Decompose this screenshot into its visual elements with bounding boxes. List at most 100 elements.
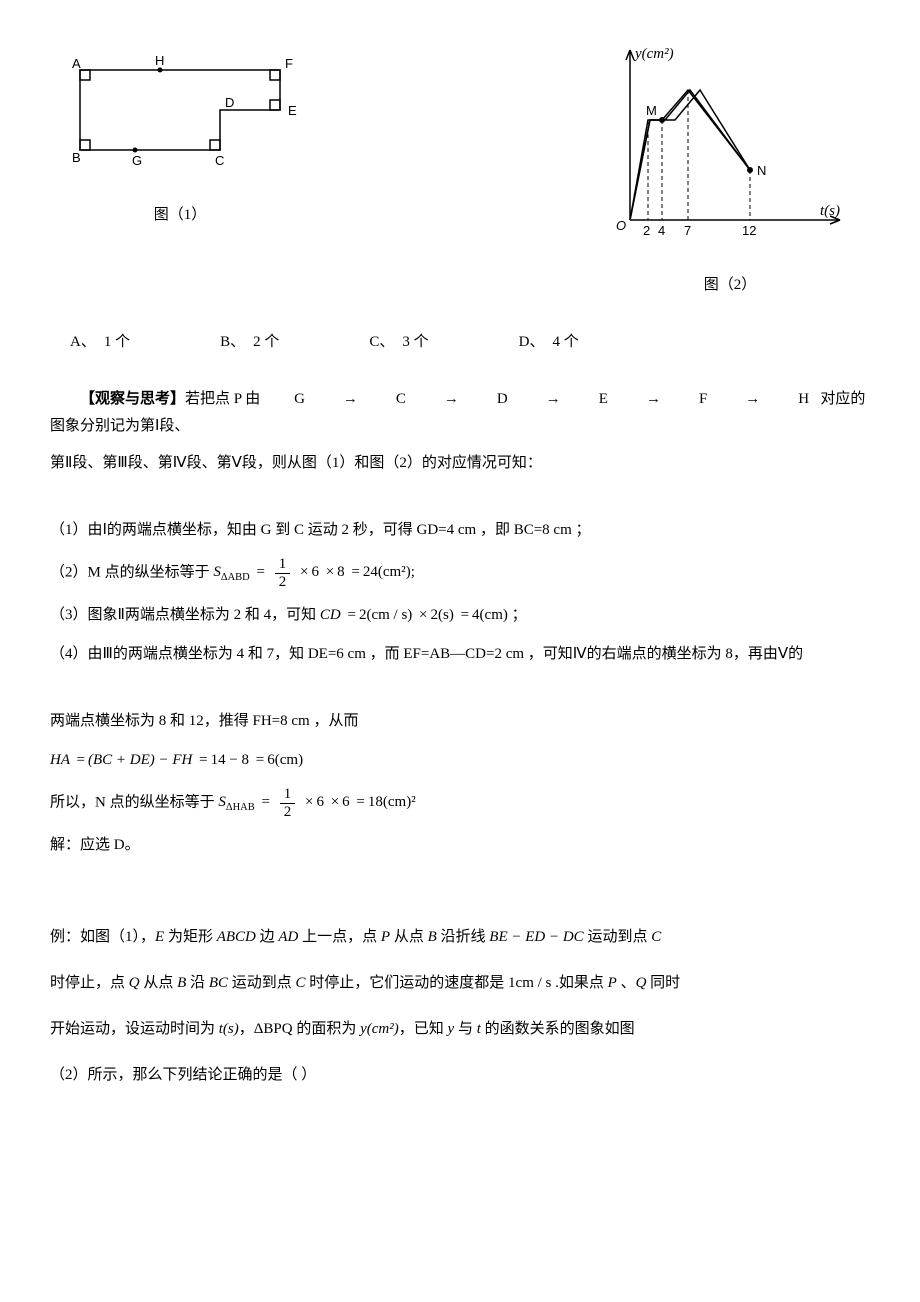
- xtick-12: 12: [742, 223, 756, 238]
- ex-speed: 1cm / s: [508, 975, 551, 991]
- ex2e: 时停止，它们运动的速度都是: [306, 975, 509, 991]
- ex-C2: C: [296, 975, 306, 991]
- option-A-key: A、: [70, 329, 96, 356]
- item3-formula: CD =2(cm / s) ×2(s) =4(cm): [320, 607, 512, 623]
- ex-Q: Q: [129, 975, 140, 991]
- ex3e: 与: [454, 1021, 477, 1037]
- ex3d: ，已知: [399, 1021, 448, 1037]
- options-row: A、 1 个 B、2 个 C、 3 个 D、 4 个: [70, 329, 870, 356]
- conclusion: 所以，N 点的纵坐标等于 SΔHAB = 12 ×6 ×6 =18(cm)²: [50, 786, 870, 820]
- m2: 8: [337, 564, 345, 580]
- label-H: H: [155, 53, 164, 68]
- ex-E: E: [155, 929, 164, 945]
- path-C: C: [366, 386, 406, 413]
- label-N: N: [757, 163, 766, 178]
- intro-line2: 第Ⅱ段、第Ⅲ段、第Ⅳ段、第Ⅴ段，则从图（1）和图（2）的对应情况可知：: [50, 450, 870, 477]
- figure-1-block: A B C D E F G H 图（1）: [50, 40, 310, 299]
- path-H: H: [768, 386, 809, 413]
- ex-BC: BC: [209, 975, 228, 991]
- res: 6(cm): [267, 752, 303, 768]
- arrow-icon: →: [616, 386, 661, 413]
- item2-formula: SΔABD = 12 ×6 ×8 =24(cm²);: [213, 564, 415, 580]
- option-D-text: 4 个: [553, 329, 579, 356]
- ex1g: 运动到点: [584, 929, 652, 945]
- ex2g: 、: [617, 975, 636, 991]
- option-D-key: D、: [519, 329, 545, 356]
- item-3: （3）图象Ⅱ两端点横坐标为 2 和 4，可知 CD =2(cm / s) ×2(…: [50, 602, 870, 629]
- ex-P: P: [381, 929, 390, 945]
- path-G: G: [264, 386, 305, 413]
- cm1: 6: [316, 794, 324, 810]
- CD: CD: [320, 607, 341, 623]
- v1: 2(cm / s): [359, 607, 412, 623]
- m1: 6: [311, 564, 319, 580]
- analysis-intro: 【观察与思考】若把点 P 由 G→ C→ D→ E→ F→ H 对应的图象分别记…: [50, 386, 870, 440]
- xtick-7: 7: [684, 223, 691, 238]
- ex2h: 同时: [646, 975, 680, 991]
- ex-B: B: [177, 975, 186, 991]
- path-E: E: [569, 386, 608, 413]
- ex-B1: B: [428, 929, 437, 945]
- ex-y: y(cm²): [360, 1021, 399, 1037]
- label-F: F: [285, 56, 293, 71]
- example-line4: （2）所示，那么下列结论正确的是（ ）: [50, 1057, 870, 1093]
- figure-2-svg: M N O 2 4 7 12 y(cm²) t(s): [590, 40, 870, 260]
- ex1a: 例：如图（1），: [50, 929, 155, 945]
- option-B: B、2 个: [220, 329, 279, 356]
- S-sub: ΔABD: [221, 572, 250, 583]
- example-line3: 开始运动，设运动时间为 t(s)，ΔBPQ 的面积为 y(cm²)，已知 y 与…: [50, 1011, 870, 1047]
- ex-tri: ΔBPQ: [254, 1021, 293, 1037]
- ex1d: 上一点，点: [298, 929, 381, 945]
- ex3f: 的函数关系的图象如图: [481, 1021, 635, 1037]
- ex-path: BE − ED − DC: [489, 929, 583, 945]
- ex-Q2: Q: [636, 975, 647, 991]
- path-D: D: [467, 386, 508, 413]
- HA: HA: [50, 752, 70, 768]
- option-A: A、 1 个: [70, 329, 130, 356]
- label-D: D: [225, 95, 234, 110]
- S2-sub: ΔHAB: [226, 802, 255, 813]
- option-A-text: 1 个: [104, 329, 130, 356]
- ex3a: 开始运动，设运动时间为: [50, 1021, 219, 1037]
- option-C-key: C、: [369, 329, 394, 356]
- ex-P2: P: [608, 975, 617, 991]
- item2-prefix: （2）M 点的纵坐标等于: [50, 564, 210, 580]
- v2: 2(s): [431, 607, 454, 623]
- item-1: （1）由Ⅰ的两端点横坐标，知由 G 到 C 运动 2 秒，可得 GD=4 cm …: [50, 517, 870, 544]
- path-F: F: [669, 386, 707, 413]
- figures-row: A B C D E F G H 图（1）: [50, 40, 870, 299]
- item-4: （4）由Ⅲ的两端点横坐标为 4 和 7，知 DE=6 cm ，而 EF=AB—C…: [50, 641, 870, 668]
- label-O: O: [616, 218, 626, 233]
- path-sequence: G→ C→ D→ E→ F→ H: [264, 386, 809, 413]
- answer: 解：应选 D。: [50, 832, 870, 859]
- y-axis-label: y(cm²): [633, 46, 674, 62]
- item3-suffix: ；: [512, 607, 527, 623]
- S-symbol: S: [213, 564, 221, 580]
- ex3b: ，: [239, 1021, 254, 1037]
- example-line2: 时停止，点 Q 从点 B 沿 BC 运动到点 C 时停止，它们运动的速度都是 1…: [50, 965, 870, 1001]
- fd2: 2: [280, 804, 296, 821]
- ex1f: 沿折线: [437, 929, 490, 945]
- figure-2-caption: 图（2）: [704, 272, 757, 299]
- option-C-text: 3 个: [402, 329, 428, 356]
- concl-prefix: 所以，N 点的纵坐标等于: [50, 794, 215, 810]
- res: 24: [363, 564, 378, 580]
- v3: 4(cm): [472, 607, 508, 623]
- xtick-2: 2: [643, 223, 650, 238]
- ex1c: 边: [256, 929, 279, 945]
- ex3c: 的面积为: [293, 1021, 361, 1037]
- ex2a: 时停止，点: [50, 975, 129, 991]
- cres: 18: [368, 794, 383, 810]
- label-E: E: [288, 103, 297, 118]
- ex-AD: AD: [278, 929, 298, 945]
- figure-1-caption: 图（1）: [154, 202, 207, 229]
- S2: S: [218, 794, 226, 810]
- frac-num: 1: [275, 556, 291, 574]
- ex2c: 沿: [186, 975, 209, 991]
- frac-den: 2: [275, 574, 291, 591]
- ex2f: .如果点: [551, 975, 607, 991]
- item-2: （2）M 点的纵坐标等于 SΔABD = 12 ×6 ×8 =24(cm²);: [50, 556, 870, 590]
- label-M: M: [646, 103, 657, 118]
- x-axis-label: t(s): [820, 203, 840, 219]
- fn2: 1: [280, 786, 296, 804]
